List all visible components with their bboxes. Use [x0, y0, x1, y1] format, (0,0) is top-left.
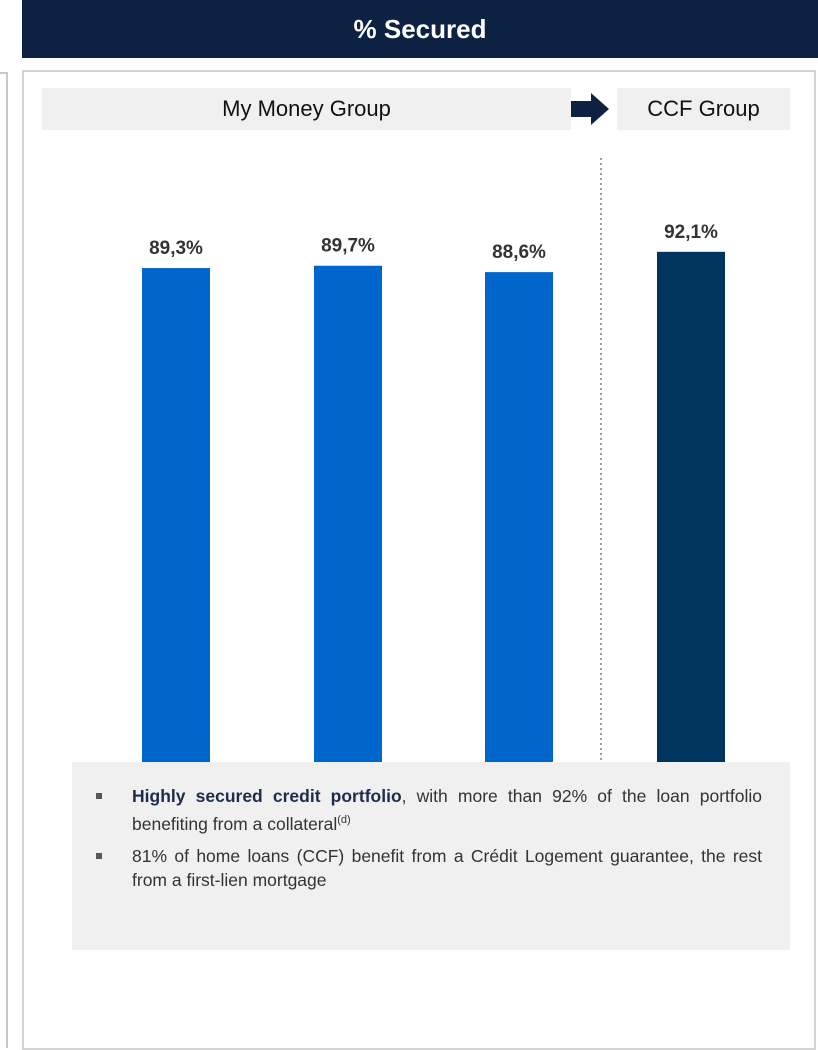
- bar-dec-21: [142, 268, 210, 786]
- note-text: 81% of home loans (CCF) benefit from a C…: [132, 845, 762, 890]
- note-text: , with more than 92% of the loan portfol…: [132, 786, 762, 834]
- group-header-ccf: CCF Group: [617, 88, 790, 130]
- notes-box: Highly secured credit portfolio, with mo…: [72, 762, 790, 950]
- page-title: % Secured: [22, 0, 818, 58]
- data-label-dec-22: 89,7%: [321, 236, 375, 257]
- bar-dec-22: [314, 265, 382, 786]
- note-footnote-ref: (d): [337, 814, 351, 826]
- data-label-dec-23: 88,6%: [492, 242, 546, 263]
- transition-arrow-icon: [571, 93, 609, 125]
- note-item: Highly secured credit portfolio, with mo…: [96, 784, 762, 836]
- bar-dec-23: [485, 272, 553, 786]
- note-bold-text: Highly secured credit portfolio: [132, 786, 402, 806]
- group-header-my-money: My Money Group: [42, 88, 571, 130]
- note-item: 81% of home loans (CCF) benefit from a C…: [96, 844, 762, 892]
- left-panel-edge: [0, 72, 8, 1048]
- bullet-icon: [96, 793, 102, 799]
- data-label-jun-24: 92,1%: [664, 222, 718, 243]
- bar-jun-24: [657, 251, 725, 786]
- bullet-icon: [96, 852, 102, 859]
- data-label-dec-21: 89,3%: [149, 238, 203, 259]
